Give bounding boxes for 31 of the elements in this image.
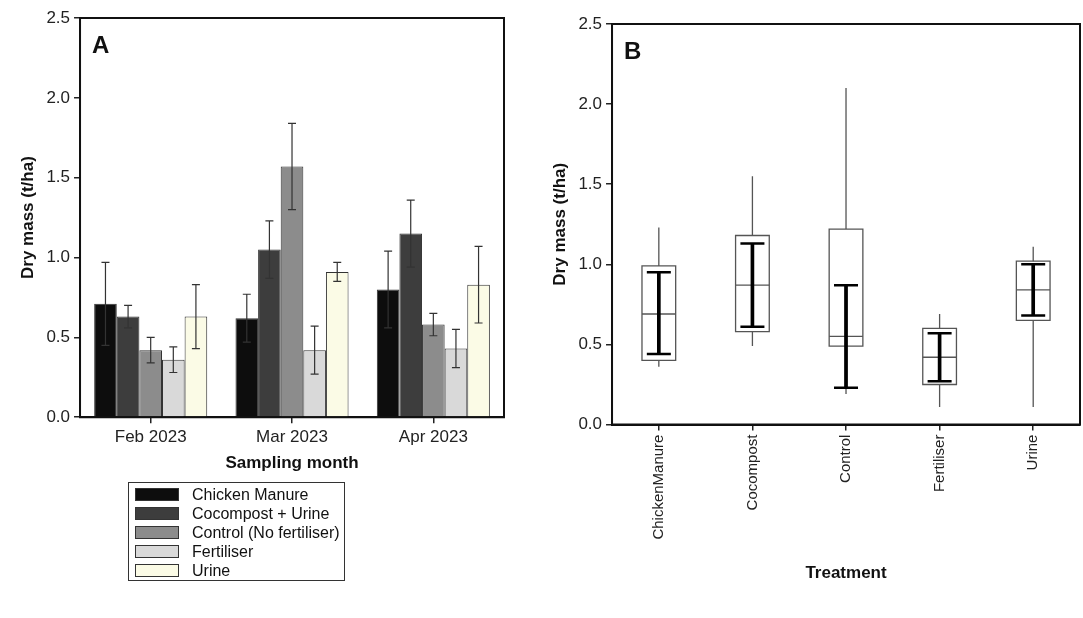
y-tick-label: 1.0 [578, 254, 603, 274]
x-tick-label: Mar 2023 [256, 427, 328, 447]
y-tick-label: 0.0 [578, 414, 603, 434]
y-tick-label: 0.5 [578, 334, 603, 354]
x-axis-title: Treatment [805, 563, 887, 583]
y-axis-title: Dry mass (t/ha) [549, 162, 569, 286]
x-tick-label: Cocompost [742, 433, 760, 511]
text: A [92, 30, 110, 58]
y-tick-label: 2.5 [46, 7, 71, 27]
y-tick-label: 1.5 [578, 173, 603, 193]
legend-label: Fertiliser [192, 542, 254, 561]
x-axis-title: Sampling month [225, 453, 359, 473]
x-tick-label: Fertiliser [929, 434, 947, 493]
legend-label: Control (No fertiliser) [192, 523, 340, 542]
y-axis-title: Dry mass (t/ha) [17, 156, 37, 280]
y-tick-label: 2.0 [578, 93, 603, 113]
x-tick-label: Urine [1023, 434, 1041, 471]
y-tick-label: 1.0 [46, 247, 71, 267]
y-tick-label: 2.0 [46, 87, 71, 107]
x-tick-label: ChickenManure [648, 434, 666, 540]
y-tick-label: 1.5 [46, 167, 71, 187]
x-tick-label: Control [836, 434, 854, 483]
legend-label: Urine [192, 561, 231, 580]
y-tick-label: 2.5 [578, 13, 603, 33]
y-tick-label: 0.5 [46, 327, 71, 347]
x-tick-label: Feb 2023 [114, 427, 187, 447]
legend-label: Chicken Manure [192, 485, 309, 504]
x-tick-label: Apr 2023 [398, 427, 468, 447]
text: B [624, 36, 642, 64]
legend-label: Cocompost + Urine [192, 504, 330, 523]
y-tick-label: 0.0 [46, 406, 71, 426]
